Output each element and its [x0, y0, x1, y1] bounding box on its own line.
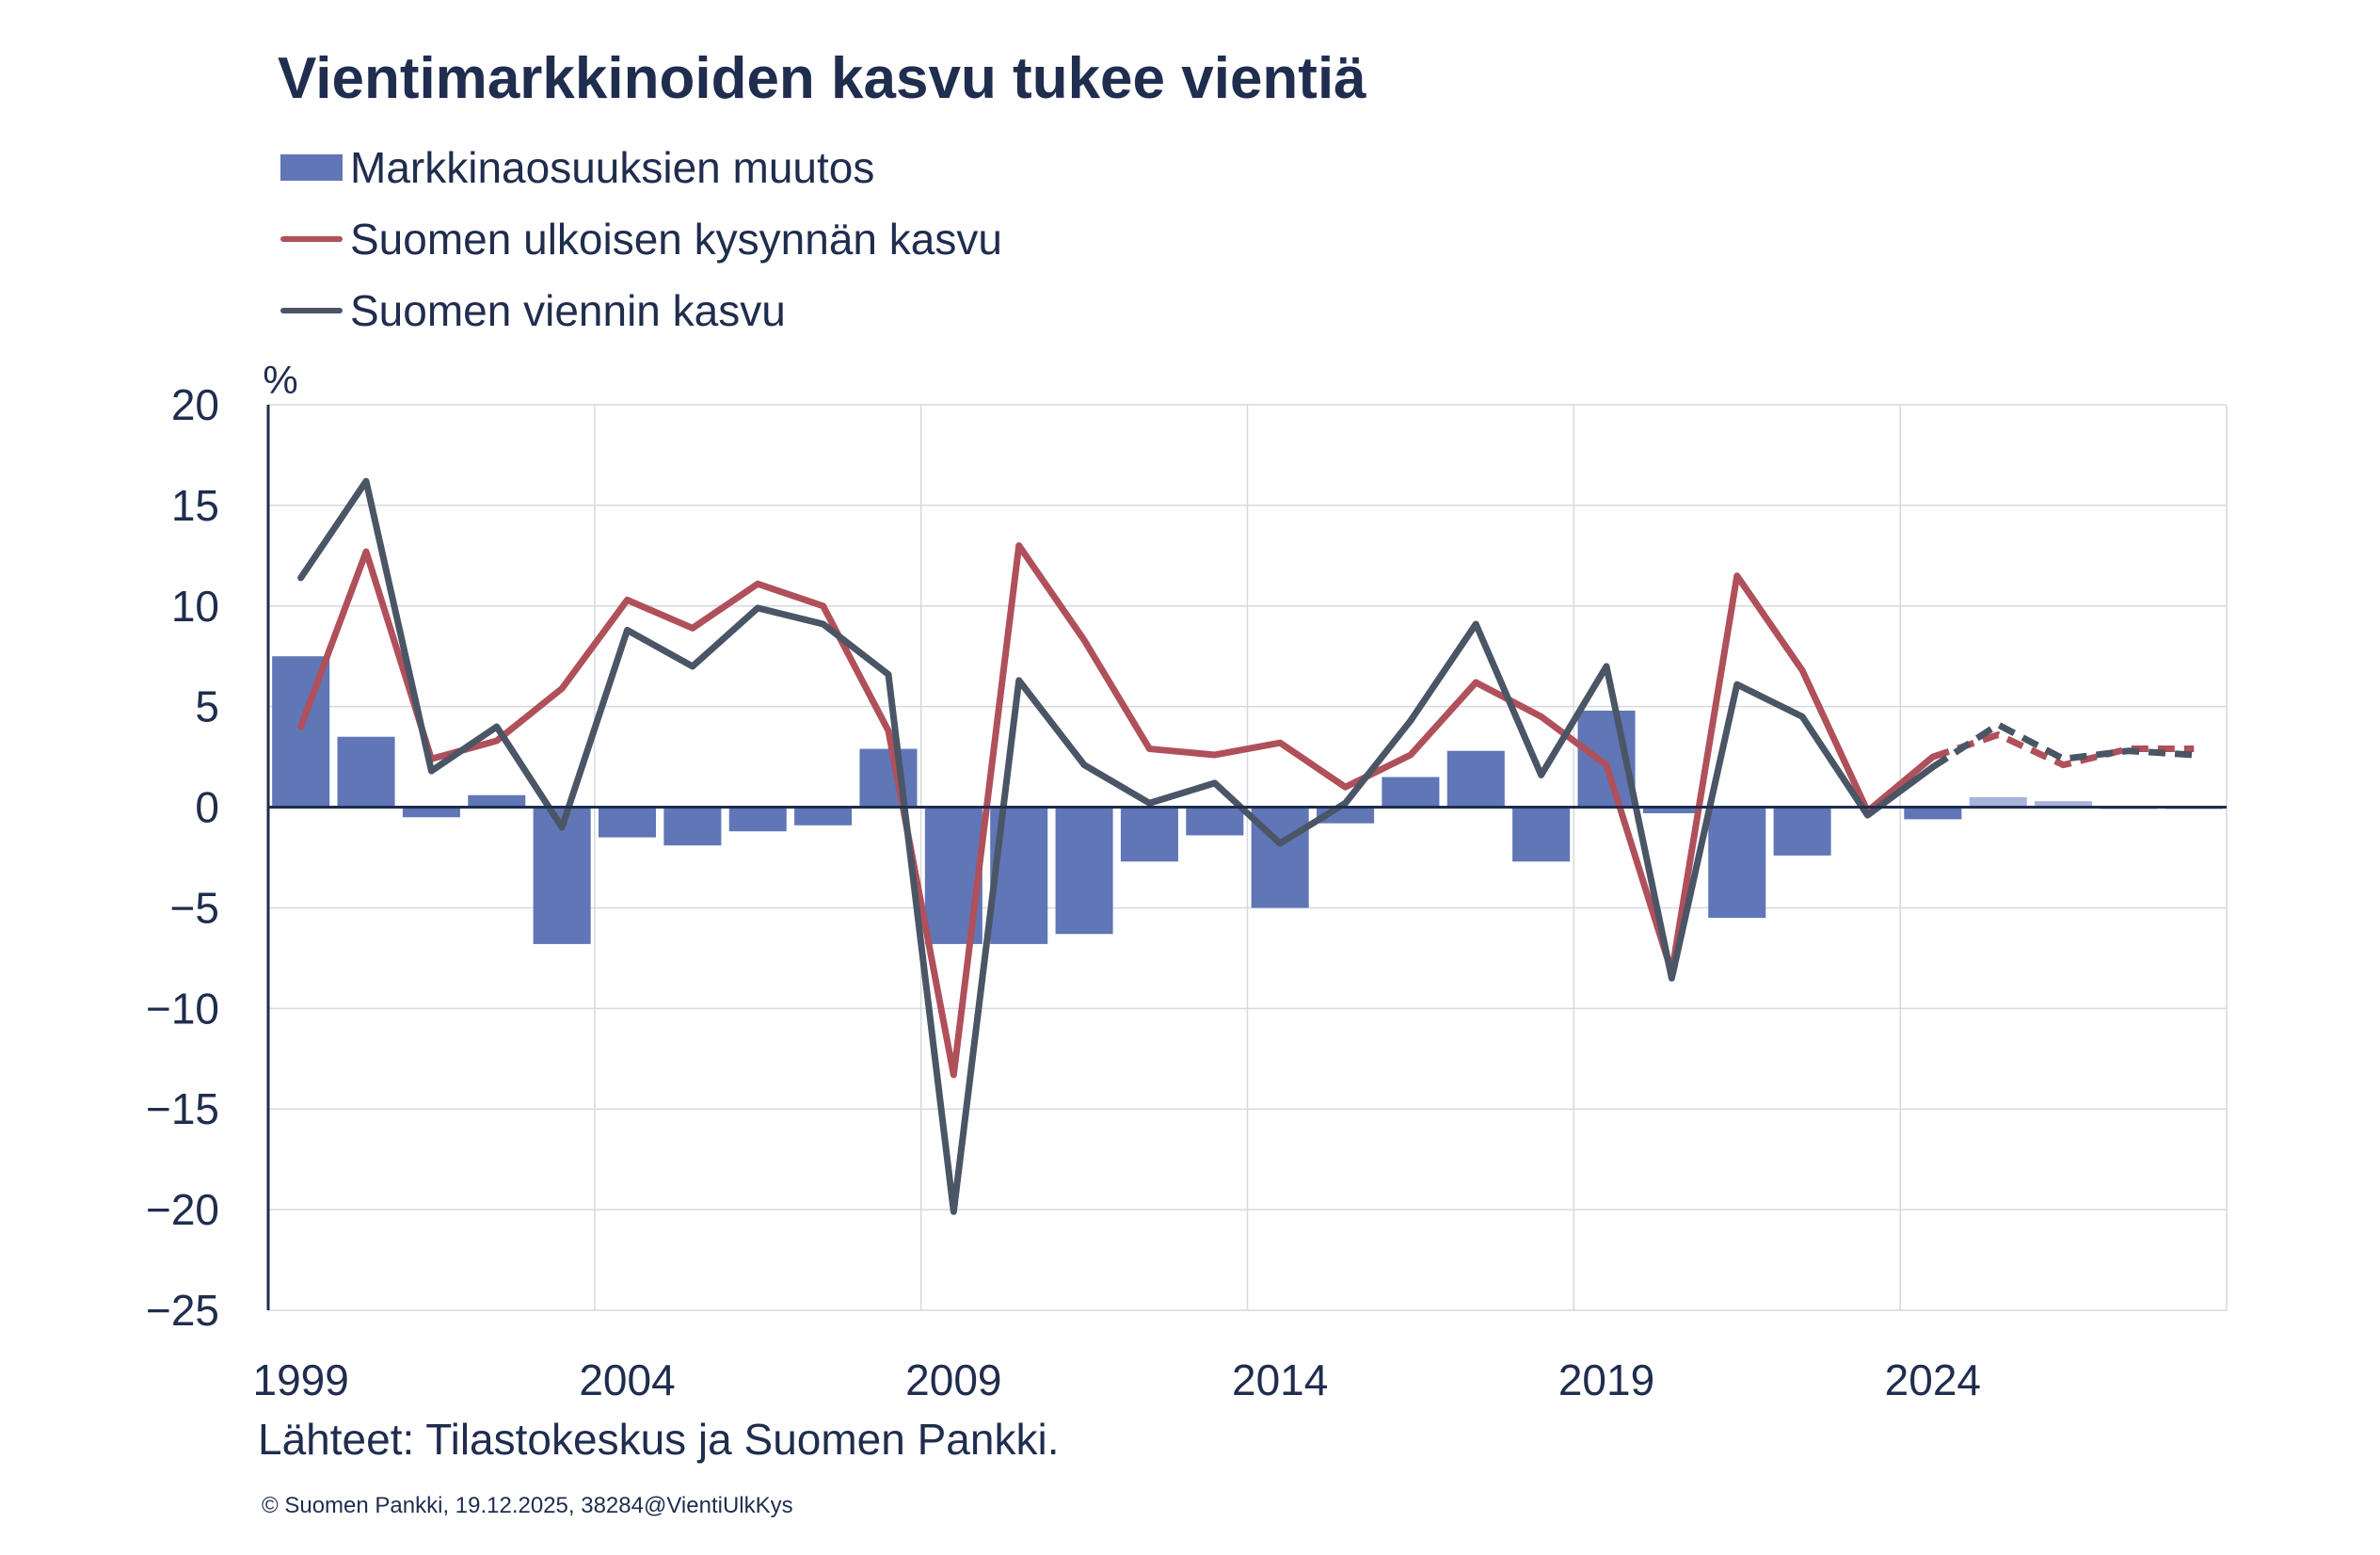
bar-market-share-2005 [663, 807, 722, 846]
bar-market-share-2022 [1773, 807, 1831, 856]
legend-item-market-share: Markkinaosuuksien muutos [280, 132, 1002, 203]
y-tick-label: −25 [146, 1286, 219, 1335]
bar-market-share-2002 [468, 794, 526, 808]
y-unit-label: % [263, 358, 297, 402]
legend-item-external-demand: Suomen ulkoisen kysynnän kasvu [280, 203, 1002, 275]
bar-market-share-2016 [1382, 777, 1440, 808]
bar-market-share-2013 [1186, 807, 1244, 836]
legend-label-external-demand: Suomen ulkoisen kysynnän kasvu [350, 215, 1002, 264]
legend-label-exports: Suomen viennin kasvu [350, 286, 786, 335]
bar-market-share-2024 [1904, 807, 1962, 820]
legend: Markkinaosuuksien muutos Suomen ulkoisen… [280, 132, 1002, 346]
y-tick-label: −15 [146, 1084, 219, 1133]
x-tick-label: 2004 [579, 1355, 675, 1404]
bar-market-share-2018 [1512, 807, 1571, 862]
y-tick-label: 5 [195, 682, 219, 731]
bar-market-share-2008 [859, 748, 918, 808]
x-tick-label: 2019 [1558, 1355, 1654, 1404]
x-tick-label: 1999 [253, 1355, 349, 1404]
legend-swatch-external-demand [280, 236, 343, 242]
line-external-demand-forecast [1931, 731, 2195, 769]
legend-swatch-market-share [280, 154, 343, 181]
bar-market-share-2025 [1969, 796, 2027, 808]
chart-title: Vientimarkkinoiden kasvu tukee vientiä [278, 46, 1366, 111]
legend-label-market-share: Markkinaosuuksien muutos [350, 143, 875, 192]
source-note: Lähteet: Tilastokeskus ja Suomen Pankki. [258, 1415, 1060, 1464]
bar-market-share-2006 [728, 807, 787, 832]
bar-market-share-2004 [598, 807, 657, 838]
y-tick-label: 10 [171, 582, 219, 631]
x-tick-label: 2009 [905, 1355, 1001, 1404]
bar-market-share-2012 [1120, 807, 1178, 862]
line-exports [297, 477, 1937, 1215]
bar-market-share-2020 [1642, 807, 1701, 813]
y-tick-label: −20 [146, 1185, 219, 1234]
y-tick-label: −10 [146, 984, 219, 1033]
line-exports-forecast [1930, 721, 2195, 770]
x-tick-label: 2014 [1232, 1355, 1328, 1404]
x-tick-label: 2024 [1885, 1355, 1981, 1404]
bar-market-share-2017 [1446, 750, 1505, 808]
y-tick-label: 15 [171, 481, 219, 530]
bar-market-share-2026 [2035, 801, 2093, 808]
bar-market-share-2011 [1055, 807, 1113, 935]
bar-market-share-2001 [402, 807, 460, 818]
y-tick-label: 20 [171, 380, 219, 429]
copyright-note: © Suomen Pankki, 19.12.2025, 38284@Vient… [262, 1493, 793, 1518]
legend-item-exports: Suomen viennin kasvu [280, 275, 1002, 346]
y-tick-label: −5 [170, 883, 219, 932]
bar-market-share-2021 [1708, 807, 1766, 919]
legend-swatch-exports [280, 308, 343, 313]
y-tick-label: 0 [195, 783, 219, 832]
bar-market-share-2007 [794, 807, 853, 826]
bar-market-share-2000 [337, 736, 395, 808]
